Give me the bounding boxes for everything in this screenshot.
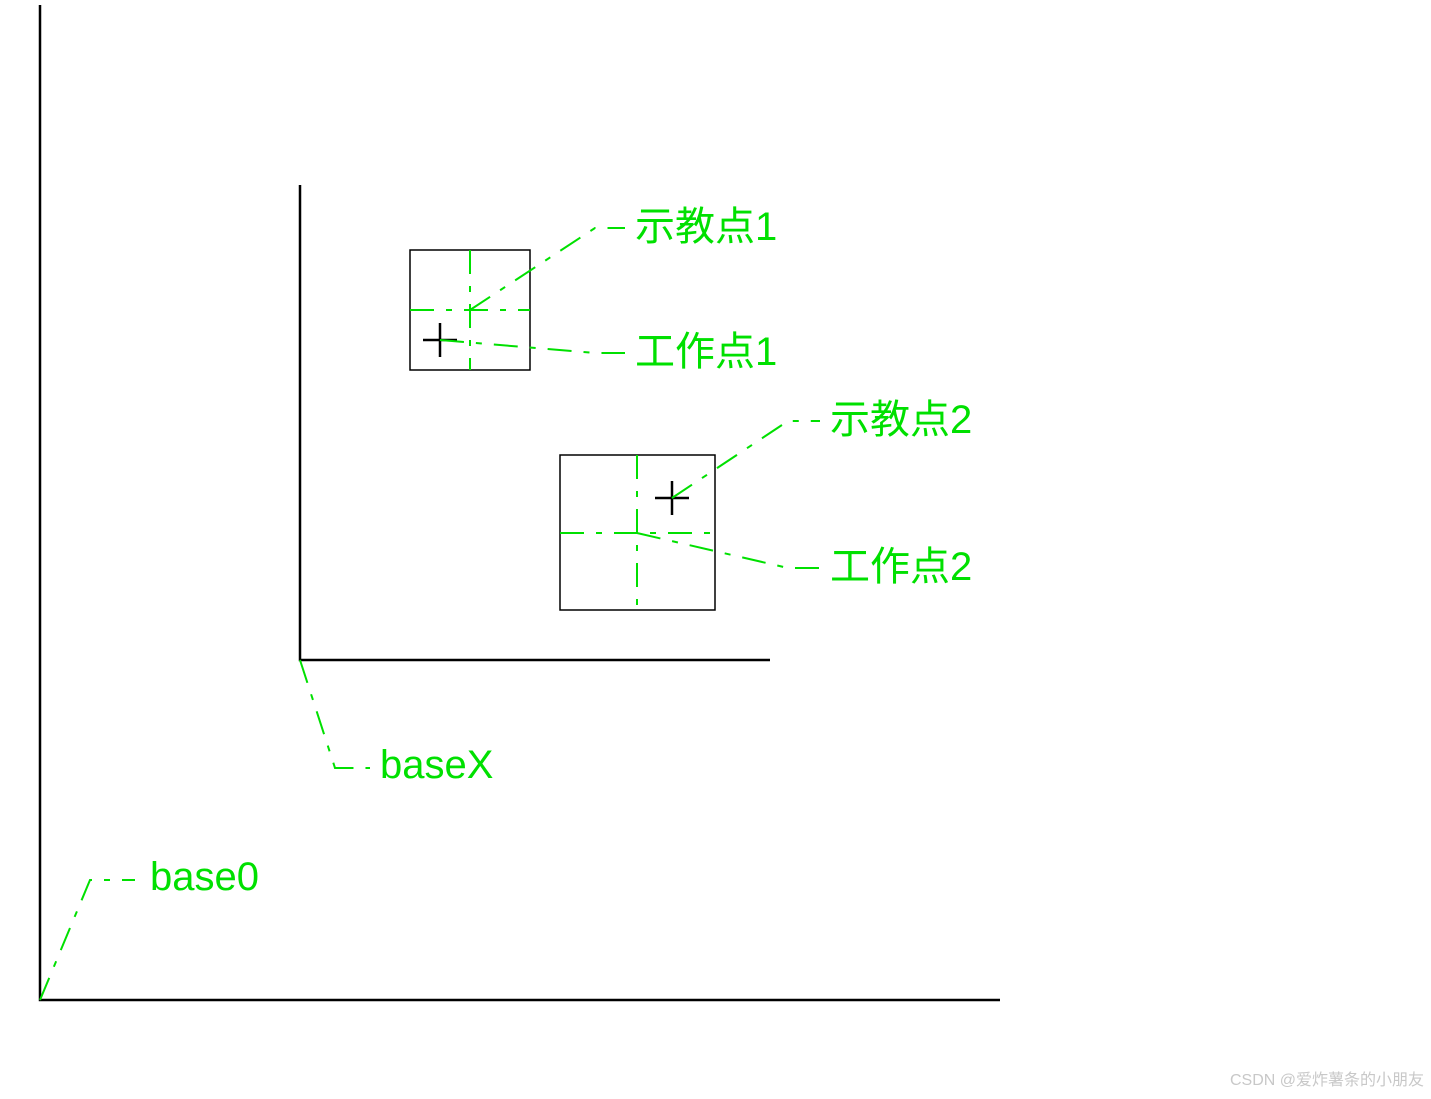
label-teach2-text: 示教点2 — [830, 398, 972, 442]
label-teach1-text: 示教点1 — [635, 205, 777, 249]
label-work2-text: 工作点2 — [830, 545, 972, 589]
watermark-text: CSDN @爱炸薯条的小朋友 — [1230, 1071, 1424, 1089]
label-baseX-text: baseX — [380, 743, 493, 787]
label-work1-text: 工作点1 — [635, 330, 777, 374]
label-base0-text: base0 — [150, 855, 259, 899]
